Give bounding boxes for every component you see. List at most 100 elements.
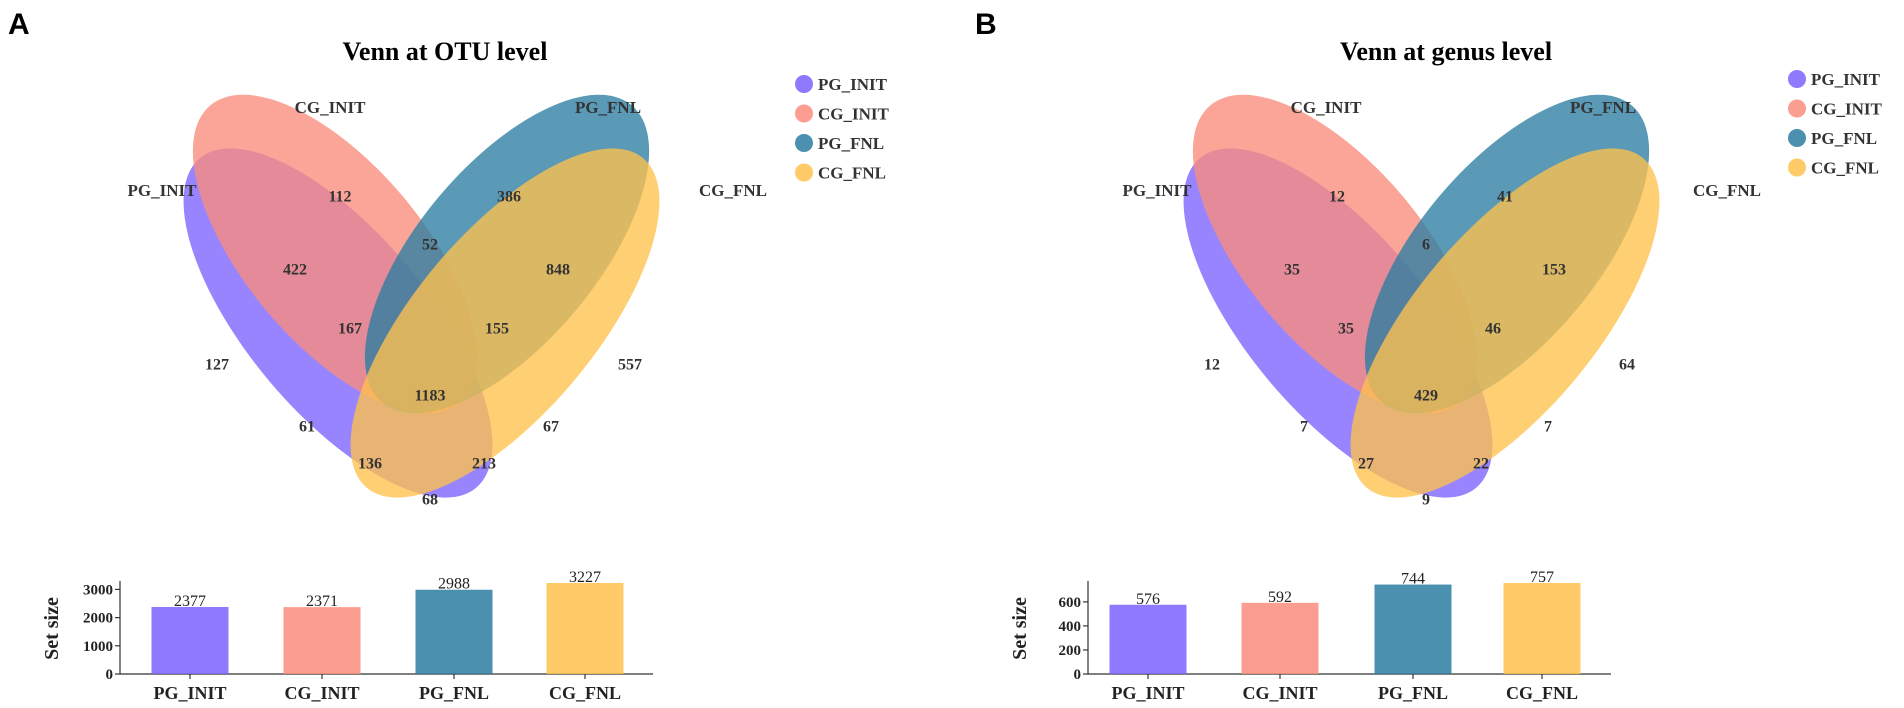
legend-label-pg-fnl: PG_FNL (818, 134, 884, 153)
venn-region-pg-fnl-only: 41 (1497, 189, 1513, 206)
venn-region-cg-init-only: 112 (328, 189, 351, 206)
venn-region-all-four: 1183 (414, 388, 445, 405)
bar-cg-fnl (1503, 583, 1581, 674)
venn-region-pg-init-only: 127 (205, 357, 229, 374)
venn-set-label-cg-fnl: CG_FNL (1693, 181, 1761, 200)
bar-cg-fnl (546, 583, 624, 674)
legend-label-pg-init: PG_INIT (818, 75, 888, 94)
venn-region-pg-init-cg-init-cg-fnl: 22 (1473, 456, 1489, 473)
y-tick-label: 200 (1059, 643, 1082, 659)
venn-region-pg-init-cg-init-pg-fnl: 167 (338, 321, 362, 338)
legend-label-cg-fnl: CG_FNL (818, 164, 886, 183)
venn-region-pg-init-cg-fnl: 68 (422, 492, 438, 509)
venn-region-cg-init-pg-fnl-cg-fnl: 155 (485, 321, 509, 338)
bar-value-cg-init: 2371 (306, 593, 338, 610)
venn-region-pg-fnl-cg-fnl: 153 (1542, 262, 1566, 279)
y-tick-label: 0 (1074, 667, 1082, 683)
venn-region-cg-fnl-only: 64 (1619, 357, 1635, 374)
y-axis-title: Set size (1009, 597, 1031, 660)
bar-pg-init (1109, 604, 1187, 674)
y-tick-label: 400 (1059, 619, 1082, 635)
legend-label-pg-fnl: PG_FNL (1811, 129, 1877, 148)
venn-region-pg-init-pg-fnl: 61 (299, 419, 315, 436)
venn-set-label-cg-init: CG_INIT (295, 98, 367, 117)
venn-region-pg-init-cg-init-pg-fnl: 35 (1338, 321, 1354, 338)
venn-region-pg-fnl-cg-fnl: 848 (546, 262, 570, 279)
bar-value-pg-fnl: 744 (1401, 571, 1425, 588)
venn-ellipse-cg-fnl (1350, 148, 1660, 498)
bar-pg-fnl (415, 589, 493, 674)
bar-value-pg-fnl: 2988 (438, 576, 470, 593)
legend-label-cg-init: CG_INIT (818, 105, 890, 124)
y-axis-title: Set size (41, 597, 63, 660)
y-tick-label: 0 (106, 667, 114, 683)
x-tick-label-pg-fnl: PG_FNL (1378, 683, 1448, 703)
venn-set-label-pg-fnl: PG_FNL (1570, 98, 1636, 117)
bar-value-pg-init: 2377 (174, 593, 206, 610)
venn-region-pg-init-cg-init-cg-fnl: 213 (472, 456, 496, 473)
venn-region-pg-init-pg-fnl-cg-fnl: 136 (358, 456, 382, 473)
venn-set-label-cg-init: CG_INIT (1291, 98, 1363, 117)
panel-label: A (8, 8, 30, 41)
venn-region-cg-init-pg-fnl: 52 (422, 237, 438, 254)
legend-swatch-pg-init (795, 75, 813, 93)
venn-region-all-four: 429 (1414, 388, 1438, 405)
bar-value-cg-fnl: 3227 (569, 569, 601, 586)
legend: PG_INIT CG_INIT PG_FNL CG_FNL (795, 75, 890, 183)
chart-title: Venn at OTU level (343, 37, 548, 66)
venn-panel-a: A Venn at OTU level PG_INIT CG_INIT PG_FNL CG… (8, 8, 890, 703)
bar-cg-init (1241, 602, 1319, 674)
y-tick-label: 3000 (83, 582, 113, 598)
venn-region-cg-init-pg-fnl-cg-fnl: 46 (1485, 321, 1501, 338)
venn-ellipse-cg-fnl (350, 148, 660, 498)
set-size-bar-chart: 0 1000 2000 3000 Set size 2377 PG_INIT 2371 CG_I… (41, 569, 653, 703)
x-tick-label-pg-init: PG_INIT (1111, 683, 1184, 703)
venn-region-cg-init-pg-fnl: 6 (1422, 237, 1430, 254)
legend-swatch-pg-fnl (1788, 129, 1806, 147)
venn-region-cg-init-cg-fnl: 67 (543, 419, 559, 436)
venn-region-pg-init-only: 12 (1204, 357, 1220, 374)
venn-set-label-pg-init: PG_INIT (1123, 181, 1193, 200)
x-tick-label-cg-fnl: CG_FNL (549, 683, 621, 703)
bar-value-cg-init: 592 (1268, 589, 1292, 606)
venn-region-cg-init-only: 12 (1329, 189, 1345, 206)
x-tick-label-pg-init: PG_INIT (153, 683, 226, 703)
legend-swatch-cg-init (1788, 99, 1806, 118)
chart-title: Venn at genus level (1340, 37, 1552, 66)
venn-set-label-pg-fnl: PG_FNL (575, 98, 641, 117)
legend-swatch-cg-fnl (795, 163, 813, 182)
bar-pg-fnl (1374, 584, 1452, 674)
x-tick-label-cg-init: CG_INIT (284, 683, 359, 703)
bar-cg-init (283, 607, 361, 674)
venn-region-pg-init-pg-fnl-cg-fnl: 27 (1358, 456, 1374, 473)
legend-swatch-pg-fnl (795, 134, 813, 152)
set-size-bar-chart: 0 200 400 600 Set size 576 PG_INIT 592 CG_INIT 74… (1009, 569, 1611, 703)
venn-region-pg-init-cg-fnl: 9 (1422, 492, 1430, 509)
bar-value-cg-fnl: 757 (1530, 569, 1554, 586)
panel-label: B (975, 8, 997, 41)
bar-value-pg-init: 576 (1136, 591, 1160, 608)
x-tick-label-cg-init: CG_INIT (1242, 683, 1317, 703)
venn-region-pg-init-cg-init: 35 (1284, 262, 1300, 279)
x-tick-label-pg-fnl: PG_FNL (419, 683, 489, 703)
venn-region-pg-init-cg-init: 422 (283, 262, 307, 279)
bar-pg-init (151, 606, 229, 674)
legend-label-cg-fnl: CG_FNL (1811, 159, 1879, 178)
legend-swatch-pg-init (1788, 70, 1806, 88)
venn-region-cg-fnl-only: 557 (618, 357, 642, 374)
legend-label-cg-init: CG_INIT (1811, 100, 1883, 119)
y-tick-label: 2000 (83, 611, 113, 627)
venn-panel-b: B Venn at genus level PG_INIT CG_INIT PG_FNL… (975, 8, 1883, 703)
venn-set-label-cg-fnl: CG_FNL (699, 181, 767, 200)
legend-swatch-cg-init (795, 104, 813, 123)
x-tick-label-cg-fnl: CG_FNL (1506, 683, 1578, 703)
legend: PG_INIT CG_INIT PG_FNL CG_FNL (1788, 70, 1883, 178)
legend-label-pg-init: PG_INIT (1811, 70, 1881, 89)
y-tick-label: 600 (1059, 595, 1082, 611)
legend-swatch-cg-fnl (1788, 158, 1806, 177)
venn-set-label-pg-init: PG_INIT (128, 181, 198, 200)
venn-region-cg-init-cg-fnl: 7 (1544, 419, 1552, 436)
y-tick-label: 1000 (83, 639, 113, 655)
venn-region-pg-fnl-only: 386 (497, 189, 521, 206)
